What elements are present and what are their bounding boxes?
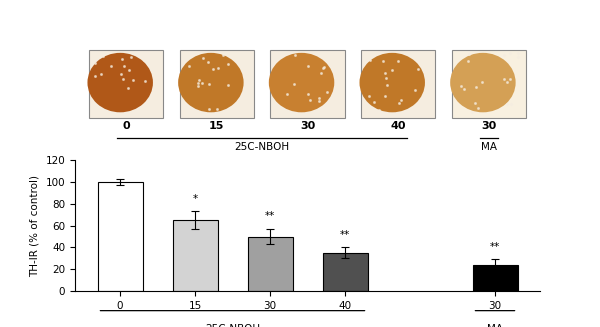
Text: **: **: [265, 211, 275, 221]
FancyBboxPatch shape: [89, 50, 163, 118]
Text: 25C-NBOH: 25C-NBOH: [205, 324, 260, 327]
Ellipse shape: [88, 53, 153, 112]
Text: *: *: [193, 194, 197, 204]
Text: 40: 40: [391, 121, 406, 131]
Ellipse shape: [450, 53, 515, 112]
Bar: [97, 182, 143, 291]
Ellipse shape: [269, 53, 334, 112]
Text: 25C-NBOH: 25C-NBOH: [235, 142, 290, 152]
Text: **: **: [340, 230, 350, 240]
Ellipse shape: [359, 53, 425, 112]
Text: 30: 30: [300, 121, 315, 131]
Text: 30: 30: [481, 121, 496, 131]
Bar: [473, 265, 517, 291]
Ellipse shape: [178, 53, 244, 112]
Bar: [173, 220, 218, 291]
FancyBboxPatch shape: [361, 50, 436, 118]
Text: **: **: [490, 242, 500, 252]
FancyBboxPatch shape: [179, 50, 254, 118]
Bar: [248, 236, 293, 291]
FancyBboxPatch shape: [271, 50, 345, 118]
Y-axis label: TH-IR (% of control): TH-IR (% of control): [30, 175, 40, 277]
Bar: [323, 253, 368, 291]
Text: MA: MA: [487, 324, 503, 327]
Text: 0: 0: [122, 121, 130, 131]
Text: 15: 15: [209, 121, 224, 131]
Text: MA: MA: [481, 142, 497, 152]
FancyBboxPatch shape: [452, 50, 526, 118]
